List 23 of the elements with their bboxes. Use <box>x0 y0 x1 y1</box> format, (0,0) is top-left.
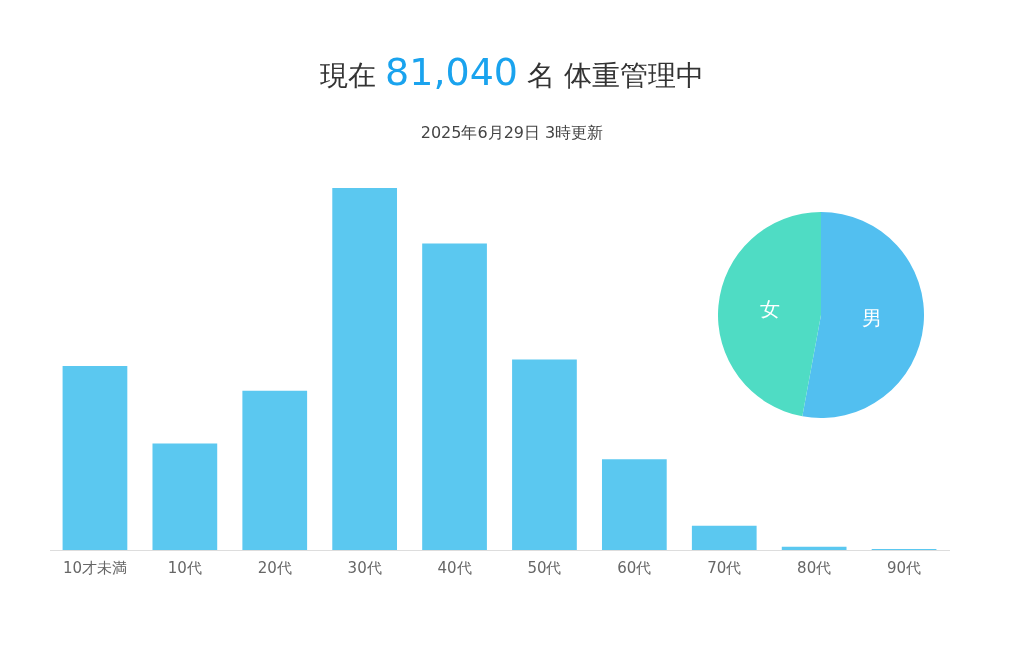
x-tick-label: 30代 <box>347 558 382 577</box>
bar <box>332 188 398 550</box>
bar <box>512 359 577 550</box>
x-tick-label: 50代 <box>527 558 562 577</box>
x-tick-label: 10才未満 <box>62 558 127 577</box>
x-tick-label: 20代 <box>257 558 292 577</box>
x-tick-label: 90代 <box>887 558 922 577</box>
bar <box>601 459 667 550</box>
chart-subtitle: 2025年6月29日 3時更新 <box>419 123 605 144</box>
bar <box>152 443 218 550</box>
x-tick-label: 40代 <box>437 558 472 577</box>
x-tick-label: 60代 <box>617 558 652 577</box>
bar <box>62 366 128 550</box>
x-tick-label: 70代 <box>707 558 742 577</box>
bar <box>691 525 757 550</box>
chart-title: 現在 81,040 名 体重管理中 <box>320 50 704 94</box>
x-tick-label: 10代 <box>167 558 202 577</box>
bar <box>422 243 487 550</box>
slice-label: 女 <box>759 296 780 321</box>
bar <box>781 546 847 550</box>
slice-label: 男 <box>862 305 883 330</box>
x-tick-label: 80代 <box>797 558 832 577</box>
bar <box>242 390 308 550</box>
